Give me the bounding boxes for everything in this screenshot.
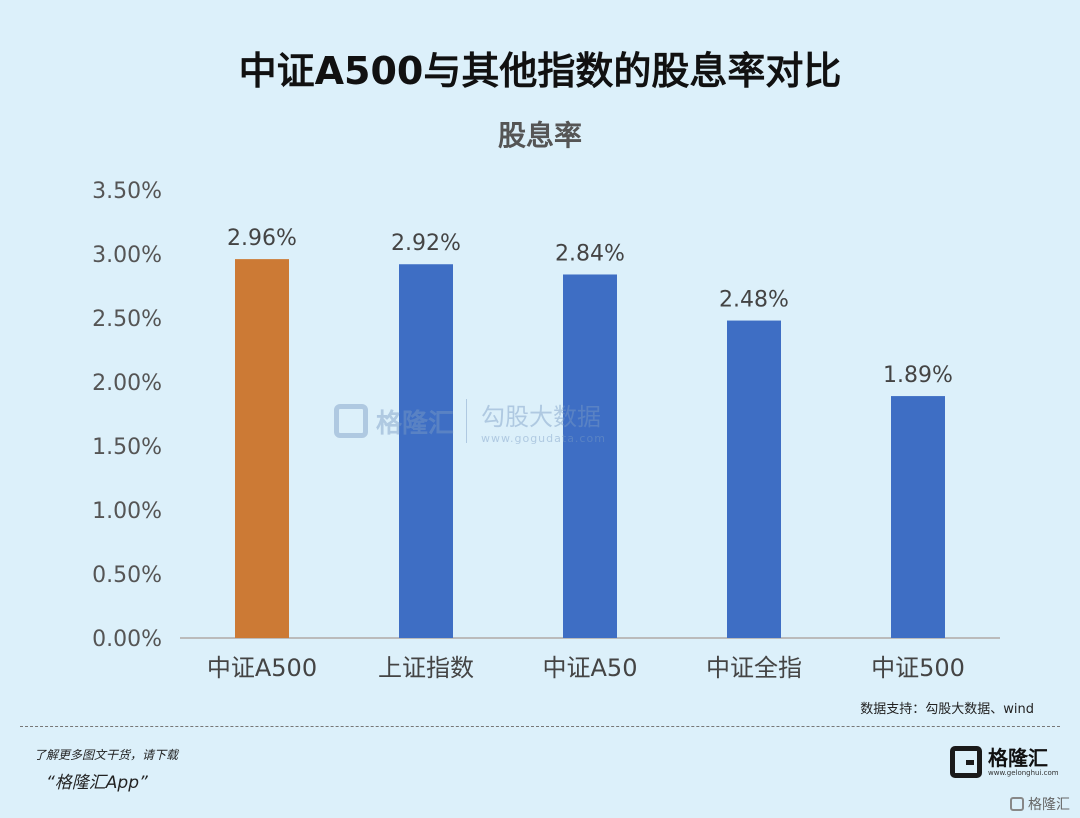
- bar-chart: 0.00% 0.50% 1.00% 1.50% 2.00% 2.50% 3.00% 3.50%…: [92, 179, 1000, 682]
- x-category-label: 上证指数: [378, 654, 474, 682]
- x-category-label: 中证A500: [207, 654, 317, 682]
- data-label: 2.48%: [719, 288, 789, 313]
- brand-name: 格隆汇: [988, 746, 1048, 770]
- bar: [563, 274, 617, 638]
- watermark-brand: 格隆汇: [376, 408, 455, 439]
- data-source-note: 数据支持：勾股大数据、wind: [860, 702, 1034, 717]
- data-label: 1.89%: [883, 363, 953, 388]
- y-tick-label: 3.50%: [92, 179, 162, 204]
- x-category-label: 中证全指: [706, 654, 802, 682]
- bar: [399, 264, 453, 638]
- page-title: 中证A500与其他指数的股息率对比: [238, 49, 842, 93]
- y-tick-label: 0.00%: [92, 627, 162, 652]
- y-tick-label: 2.00%: [92, 371, 162, 396]
- corner-watermark: 格隆汇: [1010, 794, 1070, 814]
- y-tick-label: 1.50%: [92, 435, 162, 460]
- y-tick-label: 1.00%: [92, 499, 162, 524]
- chart-title: 股息率: [497, 119, 582, 152]
- x-category-label: 中证A50: [543, 654, 638, 682]
- watermark: 格隆汇 勾股大数据 www.gogudata.com: [334, 396, 634, 446]
- y-tick-label: 0.50%: [92, 563, 162, 588]
- data-label: 2.96%: [227, 226, 297, 251]
- footer-divider: [20, 726, 1060, 727]
- bar: [727, 320, 781, 638]
- promo-line-2: “格隆汇App”: [46, 773, 148, 793]
- corner-logo-icon: [1010, 797, 1024, 811]
- y-tick-label: 3.00%: [92, 243, 162, 268]
- bar: [235, 259, 289, 638]
- y-tick-label: 2.50%: [92, 307, 162, 332]
- bar: [891, 396, 945, 638]
- watermark-url: www.gogudata.com: [481, 432, 606, 445]
- watermark-logo-icon: [334, 404, 368, 438]
- watermark-product: 勾股大数据: [481, 403, 602, 431]
- brand-logo: 格隆汇 www.gelonghui.com: [950, 746, 1059, 778]
- data-label: 2.92%: [391, 231, 461, 256]
- x-category-label: 中证500: [871, 654, 965, 682]
- watermark-divider: [466, 399, 468, 443]
- data-label: 2.84%: [555, 241, 625, 266]
- brand-g-icon: [950, 746, 982, 778]
- brand-url: www.gelonghui.com: [988, 769, 1059, 777]
- corner-brand-name: 格隆汇: [1028, 797, 1070, 813]
- promo-line-1: 了解更多图文干货，请下载: [34, 748, 179, 762]
